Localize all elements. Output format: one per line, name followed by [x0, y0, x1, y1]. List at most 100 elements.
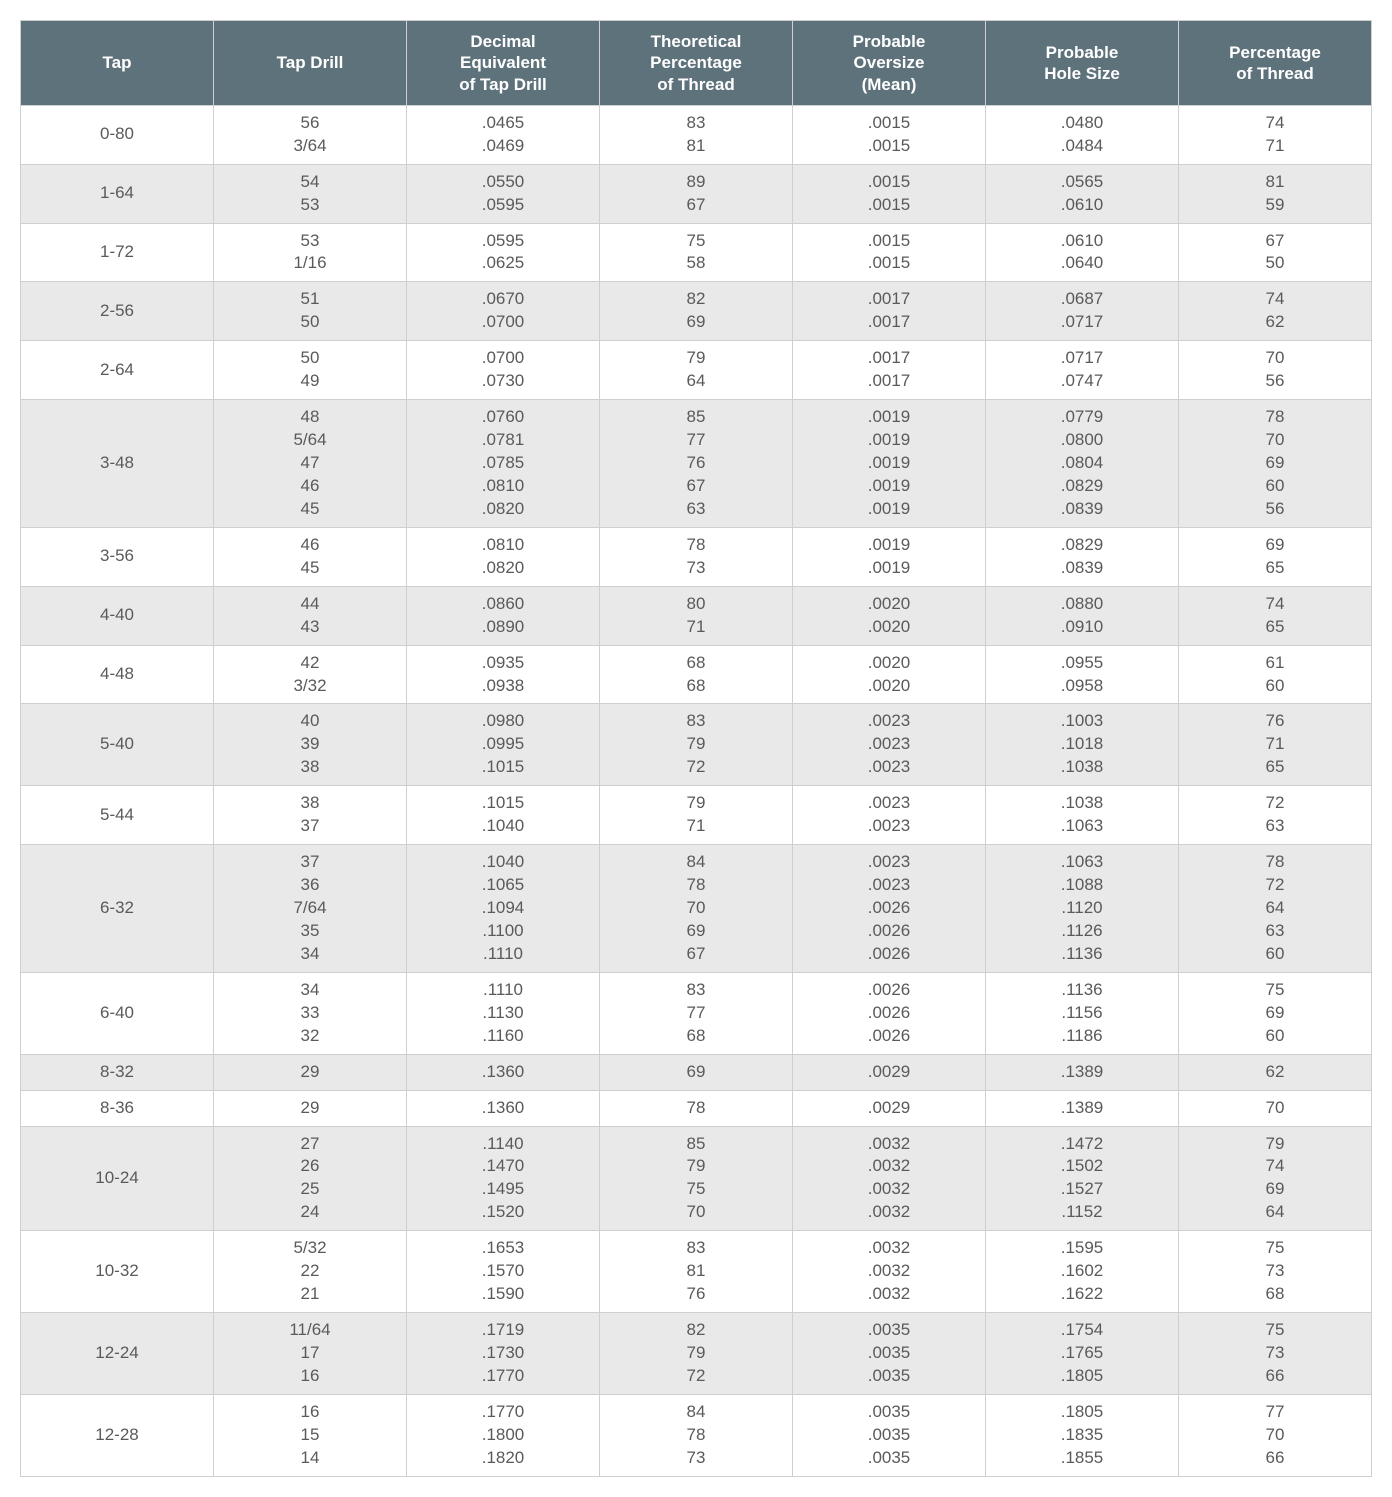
- cell-value: .0760: [411, 406, 595, 429]
- cell-value: 76: [604, 452, 788, 475]
- cell-tap: 2-64: [21, 341, 214, 400]
- cell-value: 69: [1183, 1002, 1367, 1025]
- cell-value: .1622: [990, 1283, 1174, 1306]
- cell-value: 65: [1183, 557, 1367, 580]
- cell-value: .0026: [797, 1002, 981, 1025]
- cell-c0: 5/322221: [214, 1231, 407, 1313]
- cell-value: .0015: [797, 252, 981, 275]
- cell-value: .0035: [797, 1447, 981, 1470]
- cell-value: .0020: [797, 652, 981, 675]
- cell-value: .0032: [797, 1260, 981, 1283]
- cell-c3: .0020.0020: [793, 586, 986, 645]
- cell-value: .0015: [797, 135, 981, 158]
- cell-value: 42: [218, 652, 402, 675]
- cell-value: 11/64: [218, 1319, 402, 1342]
- cell-tap: 10-24: [21, 1126, 214, 1231]
- cell-value: .1110: [411, 979, 595, 1002]
- cell-value: 78: [604, 874, 788, 897]
- cell-value: 60: [1183, 675, 1367, 698]
- cell-value: .0015: [797, 230, 981, 253]
- cell-value: .1094: [411, 897, 595, 920]
- cell-tap: 6-32: [21, 845, 214, 973]
- cell-c0: 423/32: [214, 645, 407, 704]
- table-row: 8-3629.136078.0029.138970: [21, 1090, 1372, 1126]
- cell-c4: .1003.1018.1038: [986, 704, 1179, 786]
- table-row: 2-645049.0700.07307964.0017.0017.0717.07…: [21, 341, 1372, 400]
- cell-value: .0032: [797, 1155, 981, 1178]
- cell-c3: .0032.0032.0032: [793, 1231, 986, 1313]
- cell-value: .1015: [411, 792, 595, 815]
- cell-value: 69: [1183, 1178, 1367, 1201]
- cell-c5: 6750: [1179, 223, 1372, 282]
- col-header-4: ProbableOversize(Mean): [793, 21, 986, 106]
- cell-c5: 756960: [1179, 972, 1372, 1054]
- cell-value: .1820: [411, 1447, 595, 1470]
- cell-c3: .0020.0020: [793, 645, 986, 704]
- cell-value: 51: [218, 288, 402, 311]
- cell-value: 43: [218, 616, 402, 639]
- cell-c0: 563/64: [214, 105, 407, 164]
- cell-value: 50: [1183, 252, 1367, 275]
- cell-c0: 11/641716: [214, 1313, 407, 1395]
- cell-value: 45: [218, 557, 402, 580]
- cell-c0: 343332: [214, 972, 407, 1054]
- cell-c1: .1015.1040: [407, 786, 600, 845]
- cell-c4: .1063.1088.1120.1126.1136: [986, 845, 1179, 973]
- cell-c4: .0717.0747: [986, 341, 1179, 400]
- cell-value: 61: [1183, 652, 1367, 675]
- cell-value: 79: [604, 1342, 788, 1365]
- cell-value: .1472: [990, 1133, 1174, 1156]
- cell-tap: 0-80: [21, 105, 214, 164]
- cell-value: 49: [218, 370, 402, 393]
- cell-value: .0026: [797, 1025, 981, 1048]
- cell-c4: .1754.1765.1805: [986, 1313, 1179, 1395]
- cell-value: .0935: [411, 652, 595, 675]
- cell-c2: 7873: [600, 527, 793, 586]
- cell-value: .1063: [990, 851, 1174, 874]
- cell-c3: .0029: [793, 1054, 986, 1090]
- cell-tap: 12-28: [21, 1394, 214, 1476]
- cell-value: 29: [218, 1061, 402, 1084]
- cell-c3: .0035.0035.0035: [793, 1394, 986, 1476]
- cell-value: 64: [1183, 1201, 1367, 1224]
- cell-value: .1389: [990, 1097, 1174, 1120]
- cell-value: 66: [1183, 1365, 1367, 1388]
- cell-c2: 7558: [600, 223, 793, 282]
- cell-value: .1730: [411, 1342, 595, 1365]
- cell-c2: 69: [600, 1054, 793, 1090]
- cell-value: .0781: [411, 429, 595, 452]
- cell-value: .0019: [797, 406, 981, 429]
- cell-value: 67: [604, 475, 788, 498]
- cell-value: .1156: [990, 1002, 1174, 1025]
- table-header: TapTap DrillDecimalEquivalentof Tap Dril…: [21, 21, 1372, 106]
- cell-value: 71: [604, 616, 788, 639]
- cell-value: 77: [604, 429, 788, 452]
- cell-value: .0015: [797, 171, 981, 194]
- cell-value: .0035: [797, 1319, 981, 1342]
- cell-value: .0820: [411, 498, 595, 521]
- cell-value: .0610: [990, 230, 1174, 253]
- cell-c2: 8381: [600, 105, 793, 164]
- cell-value: 63: [604, 498, 788, 521]
- cell-c5: 70: [1179, 1090, 1372, 1126]
- cell-value: .1770: [411, 1365, 595, 1388]
- cell-value: .0035: [797, 1424, 981, 1447]
- cell-value: .1765: [990, 1342, 1174, 1365]
- cell-value: .0810: [411, 475, 595, 498]
- cell-value: 79: [1183, 1133, 1367, 1156]
- cell-c2: 7964: [600, 341, 793, 400]
- cell-value: 84: [604, 851, 788, 874]
- cell-value: .0023: [797, 874, 981, 897]
- cell-value: 74: [1183, 288, 1367, 311]
- cell-c1: .0860.0890: [407, 586, 600, 645]
- cell-value: 67: [604, 943, 788, 966]
- cell-value: .0032: [797, 1133, 981, 1156]
- cell-value: .0035: [797, 1401, 981, 1424]
- cell-value: 69: [604, 311, 788, 334]
- cell-value: .1130: [411, 1002, 595, 1025]
- cell-value: .0026: [797, 920, 981, 943]
- cell-value: 53: [218, 230, 402, 253]
- col-header-2: DecimalEquivalentof Tap Drill: [407, 21, 600, 106]
- cell-tap: 1-72: [21, 223, 214, 282]
- cell-value: 80: [604, 593, 788, 616]
